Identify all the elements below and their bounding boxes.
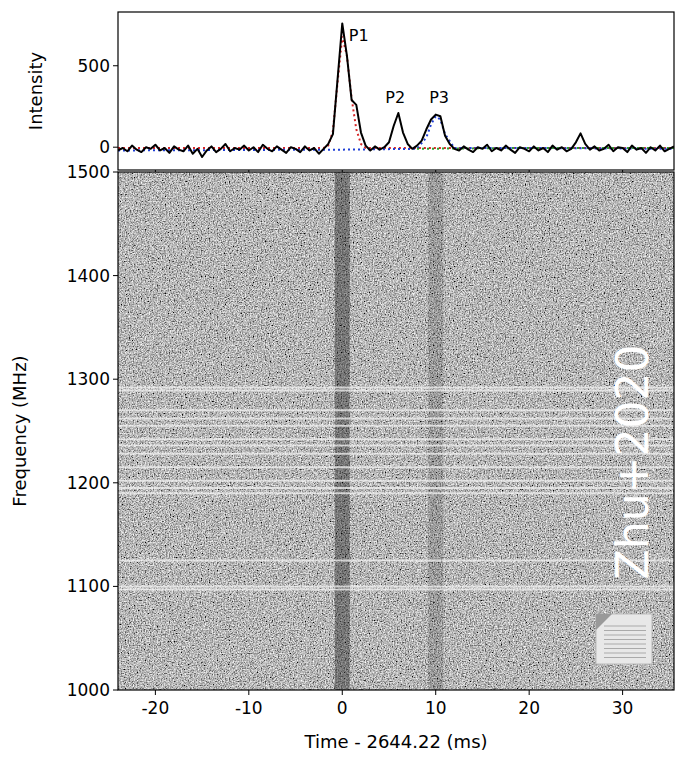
rfi-line (118, 425, 674, 427)
tick-label: 10 (425, 698, 447, 718)
spectrum-background (118, 172, 674, 690)
axis-title: Time - 2644.22 (ms) (303, 731, 487, 752)
icon-text-line (604, 648, 646, 649)
burst-streak (428, 172, 443, 690)
tick (113, 379, 118, 380)
tick (113, 586, 118, 587)
tick (248, 690, 249, 695)
icon-fold (596, 614, 612, 630)
rfi-line (118, 390, 674, 392)
tick-label: 0 (337, 698, 348, 718)
tick (113, 690, 118, 691)
tick (113, 482, 118, 483)
tick (622, 690, 623, 695)
icon-text-line (604, 657, 646, 658)
icon-page (596, 614, 652, 664)
peak-label: P2 (385, 88, 405, 107)
tick (529, 690, 530, 695)
tick-label: 20 (518, 698, 540, 718)
peak-label: P3 (429, 88, 449, 107)
rfi-line (118, 453, 674, 455)
peak-label: P1 (349, 26, 369, 45)
tick-label: 1300 (67, 369, 110, 389)
icon-text-line (604, 635, 646, 636)
rfi-line (118, 386, 674, 388)
rfi-line (118, 560, 674, 562)
tick-label: -10 (235, 698, 263, 718)
frame (118, 172, 674, 690)
tick-label: -20 (141, 698, 169, 718)
tick (155, 690, 156, 695)
rfi-line (118, 480, 674, 482)
rfi-line (118, 487, 674, 489)
burst-streak (335, 172, 350, 690)
rfi-line (118, 445, 674, 447)
icon-text-line (604, 626, 646, 627)
tick-label: 500 (78, 56, 110, 76)
axis-title: Intensity (25, 51, 46, 130)
tick-label: 0 (99, 137, 110, 157)
tick (113, 275, 118, 276)
tick-label: 1400 (67, 266, 110, 286)
icon-text-line (604, 644, 646, 645)
tick (113, 172, 118, 173)
axis-title: Frequency (MHz) (9, 355, 30, 506)
figure: 0 500 P1 P2 P3 Intensity 1000 1100 1200 1300 1400 1… (0, 0, 681, 764)
tick-label: 1100 (67, 576, 110, 596)
watermark: Zhu+2020 (607, 345, 658, 580)
icon-text-line (604, 630, 646, 631)
top-marks (118, 23, 674, 157)
intensity-line (118, 23, 674, 157)
tick (113, 65, 118, 66)
frame (118, 12, 674, 170)
tick (435, 690, 436, 695)
rfi-line (118, 589, 674, 591)
tick (113, 147, 118, 148)
tick-label: 1200 (67, 473, 110, 493)
rfi-line (118, 418, 674, 420)
icon-text-line (604, 653, 646, 654)
fit-line (118, 36, 674, 148)
tick (342, 690, 343, 695)
paper-icon (596, 614, 652, 664)
tick-label: 1000 (67, 680, 110, 700)
icon-text-line (604, 639, 646, 640)
tick-label: 1500 (67, 162, 110, 182)
tick-label: 30 (612, 698, 634, 718)
rfi-line (118, 492, 674, 494)
bottom-marks (118, 172, 674, 690)
rfi-line (118, 466, 674, 468)
rfi-line (118, 585, 674, 587)
rfi-line (118, 409, 674, 411)
rfi-line (118, 438, 674, 440)
